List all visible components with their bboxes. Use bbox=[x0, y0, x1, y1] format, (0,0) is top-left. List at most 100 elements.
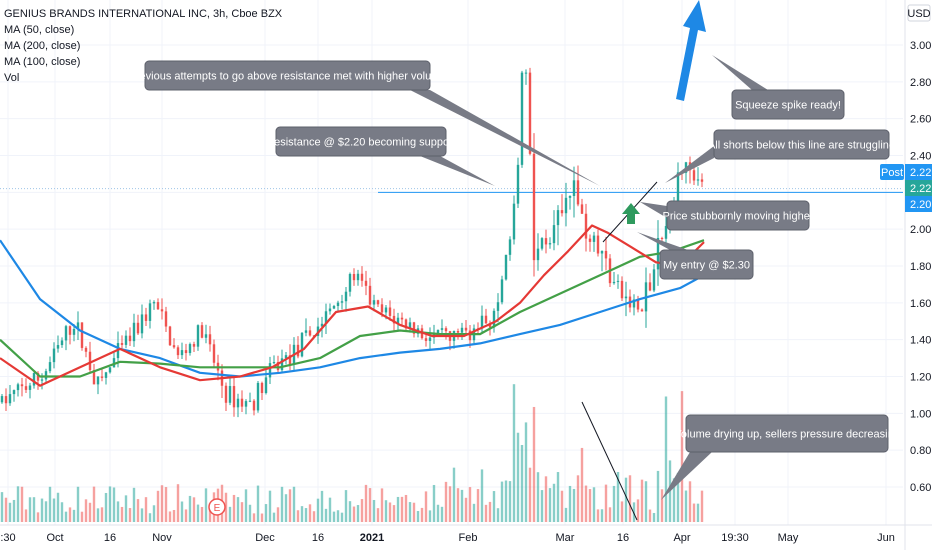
candle-body bbox=[444, 328, 448, 332]
candle-body bbox=[612, 281, 616, 284]
volume-bar bbox=[464, 497, 468, 522]
indicator-ma200-label[interactable]: MA (200, close) bbox=[4, 40, 81, 52]
x-tick-label: :30 bbox=[0, 532, 15, 544]
candle-body bbox=[80, 322, 84, 348]
candle-body bbox=[516, 164, 520, 204]
earnings-marker[interactable]: E bbox=[208, 498, 226, 516]
volume-bar bbox=[48, 486, 52, 522]
volume-bar bbox=[92, 486, 96, 522]
candle-body bbox=[44, 371, 48, 380]
volume-bar bbox=[472, 503, 476, 522]
candle-body bbox=[156, 302, 160, 310]
candle-body bbox=[468, 330, 472, 341]
candle-body bbox=[412, 322, 416, 334]
candle-body bbox=[64, 326, 68, 341]
volume-bar bbox=[480, 469, 484, 522]
y-tick-label: 0.80 bbox=[910, 445, 931, 457]
x-tick-label: 19:30 bbox=[721, 532, 749, 544]
price-tag-bg bbox=[905, 196, 932, 212]
candle-body bbox=[124, 335, 128, 345]
candle-body bbox=[4, 396, 8, 404]
volume-bar bbox=[488, 501, 492, 522]
volume-bar bbox=[456, 488, 460, 522]
volume-bar bbox=[228, 506, 232, 522]
indicator-ma100-label[interactable]: MA (100, close) bbox=[4, 56, 81, 68]
candle-body bbox=[564, 197, 568, 214]
volume-bar bbox=[436, 504, 440, 522]
volume-bar bbox=[580, 447, 584, 522]
candlesticks bbox=[0, 67, 704, 418]
volume-bar bbox=[632, 502, 636, 522]
candle-body bbox=[0, 396, 4, 403]
callout-pointer bbox=[410, 90, 600, 186]
volume-bar bbox=[416, 511, 420, 522]
volume-bar bbox=[556, 472, 560, 522]
candle-body bbox=[52, 348, 56, 363]
candle-body bbox=[424, 338, 428, 341]
candle-body bbox=[204, 334, 208, 338]
volume-bar bbox=[520, 444, 524, 522]
volume-bar bbox=[636, 499, 640, 522]
candle-body bbox=[368, 285, 372, 305]
candle-body bbox=[356, 273, 360, 281]
candle-body bbox=[284, 355, 288, 359]
annotation-callouts: Previous attempts to go above resistance… bbox=[129, 55, 900, 500]
volume-bar bbox=[500, 481, 504, 522]
volume-bar bbox=[600, 509, 604, 522]
volume-bar bbox=[548, 488, 552, 522]
volume-bar bbox=[648, 509, 652, 522]
candle-body bbox=[456, 330, 460, 333]
candle-body bbox=[496, 302, 500, 311]
volume-bar bbox=[504, 480, 508, 522]
volume-bar bbox=[576, 475, 580, 522]
volume-bar bbox=[328, 497, 332, 522]
volume-bar bbox=[148, 513, 152, 522]
volume-bar bbox=[300, 506, 304, 522]
candle-body bbox=[484, 315, 488, 324]
time-axis[interactable]: :30 Oct 16 Nov Dec 16 2021 Feb Mar 16 Apr 19:30 May J… bbox=[0, 524, 932, 544]
callout-pointer bbox=[637, 232, 688, 250]
candle-body bbox=[184, 350, 188, 354]
x-tick-label: Nov bbox=[152, 532, 172, 544]
candle-body bbox=[60, 340, 64, 346]
candle-body bbox=[168, 326, 172, 346]
candle-body bbox=[104, 372, 108, 378]
candle-body bbox=[596, 235, 600, 254]
post-tag-bg bbox=[880, 164, 904, 180]
earnings-circle bbox=[208, 498, 226, 516]
volume-bar bbox=[80, 511, 84, 522]
candle-body bbox=[228, 386, 232, 403]
moving-averages bbox=[0, 224, 705, 387]
volume-bar bbox=[324, 508, 328, 522]
volume-bar bbox=[360, 499, 364, 522]
price-axis[interactable]: USD 3.00 2.80 2.60 2.40 2.20 2.00 1.80 1.60 1.40 1… bbox=[880, 0, 932, 550]
candle-body bbox=[676, 172, 680, 203]
volume-bar bbox=[432, 484, 436, 522]
candle-body bbox=[28, 385, 32, 390]
y-tick-label: 1.60 bbox=[910, 298, 931, 310]
callout-box bbox=[713, 129, 890, 160]
candle-body bbox=[160, 309, 164, 312]
volume-bar bbox=[176, 484, 180, 522]
volume-bar bbox=[376, 508, 380, 522]
volume-bar bbox=[100, 507, 104, 522]
candle-body bbox=[56, 345, 60, 349]
candle-body bbox=[536, 248, 540, 261]
candle-body bbox=[636, 299, 640, 310]
price-tag-value: 2.20 bbox=[910, 199, 931, 211]
volume-bar bbox=[608, 507, 612, 522]
volume-bar bbox=[444, 481, 448, 522]
candle-body bbox=[440, 328, 444, 330]
candle-body bbox=[372, 300, 376, 305]
volume-bar bbox=[160, 485, 164, 522]
volume-bar bbox=[260, 513, 264, 522]
indicator-vol-label[interactable]: Vol bbox=[4, 72, 20, 84]
indicator-ma50-label[interactable]: MA (50, close) bbox=[4, 24, 75, 36]
callout-pointer bbox=[665, 146, 714, 183]
volume-bar bbox=[536, 472, 540, 522]
volume-bar bbox=[320, 490, 324, 522]
x-tick-label: Oct bbox=[46, 532, 63, 544]
ma50-line bbox=[0, 224, 705, 387]
candle-body bbox=[324, 311, 328, 324]
